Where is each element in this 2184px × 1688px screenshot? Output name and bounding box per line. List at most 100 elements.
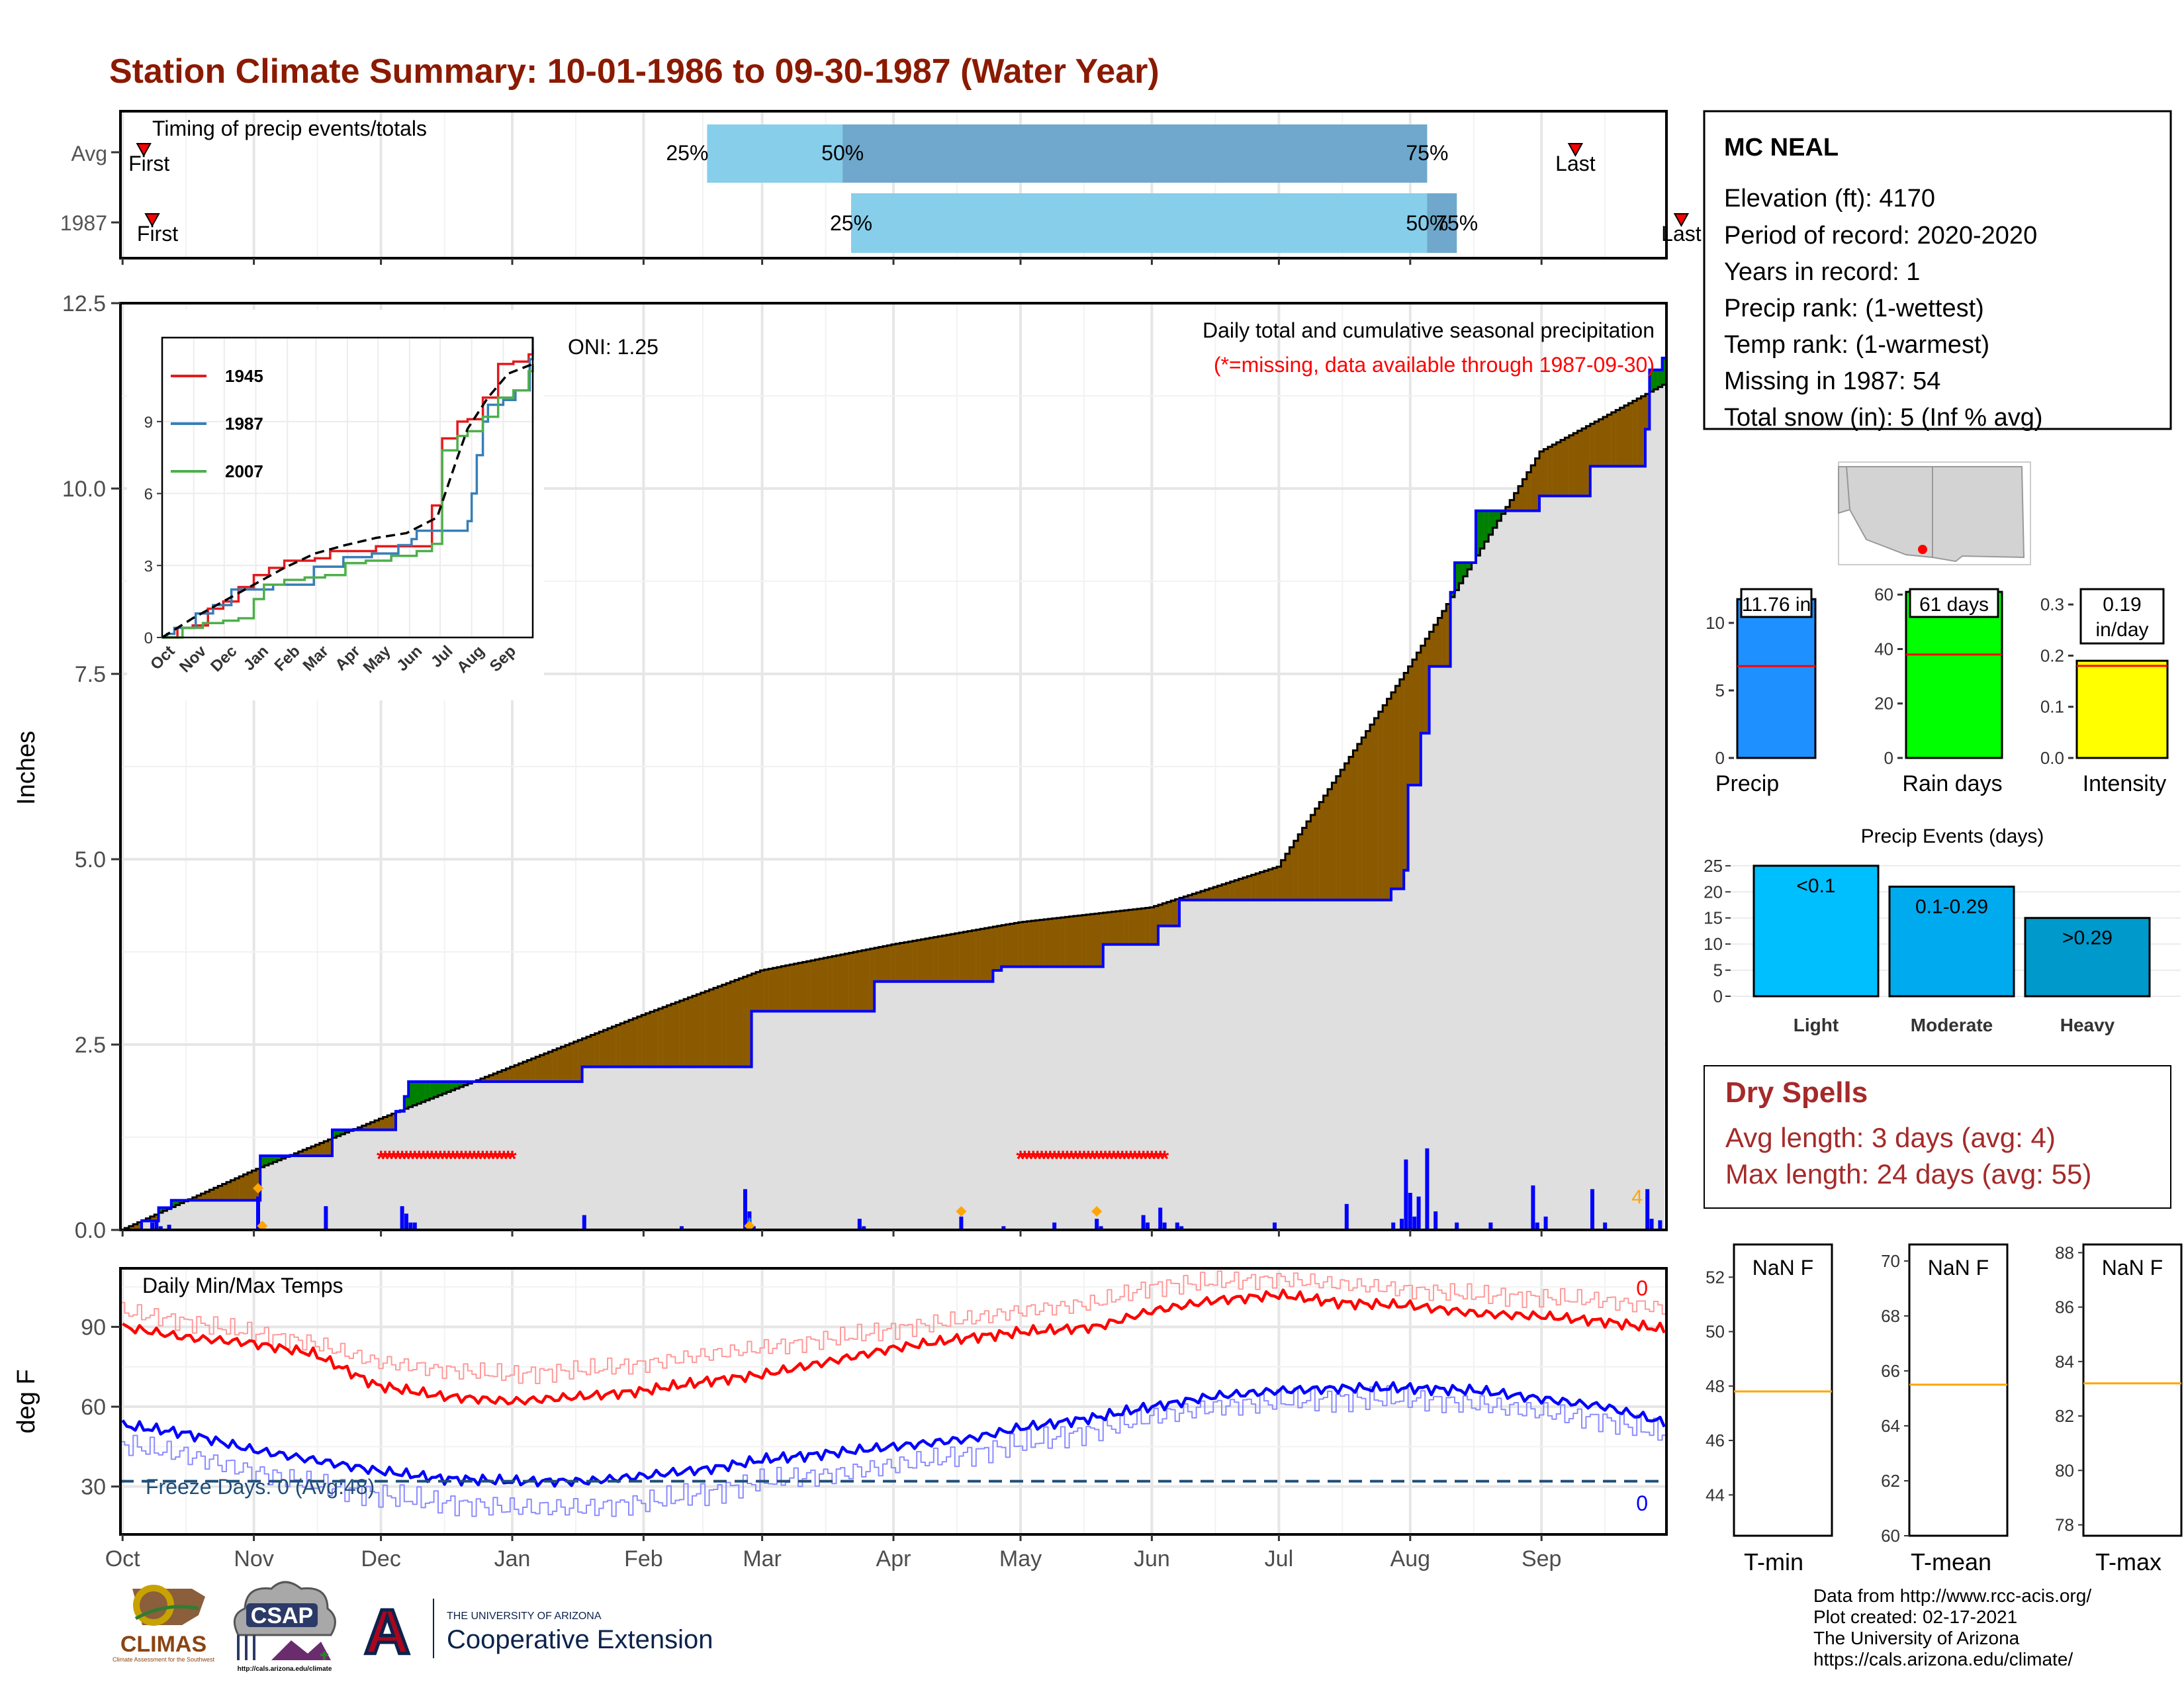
drier-area <box>1208 888 1214 900</box>
drier-area <box>1302 827 1307 900</box>
missing-marker: * <box>1058 1147 1068 1172</box>
drier-area <box>133 1224 138 1230</box>
first-event-label: First <box>137 222 178 246</box>
value-label-box <box>1740 588 1813 618</box>
station-info: MC NEAL Elevation (ft): 4170 Period of r… <box>1703 110 2172 432</box>
y-tick-label: 70 <box>1881 1251 1900 1271</box>
drier-area <box>201 1194 206 1201</box>
missing-marker: * <box>1071 1147 1081 1172</box>
ua-extension-logo[interactable]: A THE UNIVERSITY OF ARIZONA Cooperative … <box>363 1595 713 1669</box>
inset-y-tick-label: 3 <box>144 557 153 575</box>
missing-marker: * <box>1050 1147 1060 1172</box>
quartile-label: 50% <box>821 141 864 165</box>
missing-marker: * <box>1114 1147 1123 1172</box>
drier-area <box>709 989 714 1067</box>
daily-precip-bar <box>582 1215 586 1230</box>
drier-area <box>1374 718 1379 900</box>
drier-area <box>772 968 778 1011</box>
daily-precip-bar <box>862 1226 866 1230</box>
drier-area <box>1132 909 1138 945</box>
drier-area <box>1285 853 1290 900</box>
temp-box-t-mean: 60 62 64 66 68 70 NaN F <box>1881 1243 2009 1546</box>
station-line-missing: Missing in 1987: 54 <box>1724 367 1940 395</box>
drier-area <box>993 926 997 970</box>
wetter-area <box>442 1082 447 1094</box>
climas-logo[interactable]: CLIMAS Climate Assessment for the Southw… <box>113 1585 215 1663</box>
t-mean-xlabel: T-mean <box>1911 1548 1991 1575</box>
missing-marker: * <box>381 1147 390 1172</box>
drier-area <box>522 1062 527 1082</box>
drier-area <box>1632 400 1637 467</box>
drier-area <box>1357 743 1362 900</box>
climas-logo-subtext: Climate Assessment for the Southwest <box>113 1656 215 1663</box>
drier-area <box>717 986 722 1067</box>
drier-area <box>1001 925 1006 967</box>
wetter-area <box>421 1082 426 1102</box>
y-tick-label: 0 <box>1713 986 1723 1006</box>
inset-frame <box>161 336 534 639</box>
drier-area <box>1234 880 1239 900</box>
drier-area <box>1136 908 1142 945</box>
drier-area <box>328 1139 333 1156</box>
temp-box-t-max: 78 80 82 84 86 88 NaN F <box>2055 1243 2183 1537</box>
dry-spells-title: Dry Spells <box>1725 1076 1868 1109</box>
drier-area <box>649 1011 655 1067</box>
drier-area <box>794 963 799 1011</box>
precip-y-label: Inches <box>13 731 40 805</box>
missing-marker: * <box>474 1147 483 1172</box>
daily-precip-bar <box>1158 1207 1163 1230</box>
drier-area <box>1171 900 1175 926</box>
drier-area <box>1018 922 1023 967</box>
drier-area <box>569 1043 574 1082</box>
missing-marker: * <box>406 1147 416 1172</box>
drier-area <box>1420 645 1426 733</box>
drier-area <box>497 1072 502 1082</box>
drier-area <box>518 1063 523 1082</box>
drier-area <box>624 1021 629 1067</box>
daily-precip-bar <box>167 1225 171 1230</box>
wetter-area <box>408 1082 413 1107</box>
missing-marker: * <box>1024 1147 1034 1172</box>
drier-area <box>768 968 773 1011</box>
drier-area <box>700 992 705 1067</box>
missing-marker: * <box>1139 1147 1148 1172</box>
wetter-area <box>264 1156 269 1166</box>
drier-area <box>1433 624 1438 667</box>
daily-precip-bar <box>1658 1220 1662 1230</box>
drier-area <box>917 940 921 982</box>
missing-marker: * <box>436 1147 445 1172</box>
summary-bar-rain-days: 0 20 40 60 61 days <box>1874 585 2003 768</box>
drier-area <box>1094 914 1099 967</box>
inset-series-1945 <box>162 350 534 639</box>
drier-area <box>1569 435 1574 496</box>
value-label: 11.76 in <box>1742 594 1811 616</box>
drier-area <box>234 1178 240 1201</box>
drier-area <box>637 1016 642 1067</box>
wetter-area <box>455 1082 460 1089</box>
x-tick-label: Jan <box>494 1546 531 1571</box>
missing-marker: * <box>1130 1147 1140 1172</box>
wetter-area <box>437 1082 443 1096</box>
value-label: 0.19 <box>2103 594 2141 616</box>
missing-marker: * <box>432 1147 441 1172</box>
daily-precip-bar <box>1416 1196 1421 1230</box>
drier-area <box>1306 821 1311 900</box>
drier-area <box>844 953 849 1011</box>
missing-marker: * <box>1054 1147 1064 1172</box>
csap-logo[interactable]: CSAP http://cals.arizona.edu/climate <box>233 1581 336 1673</box>
missing-marker: * <box>1067 1147 1076 1172</box>
drier-area <box>1052 918 1057 967</box>
daily-precip-bar <box>1162 1222 1167 1230</box>
drier-area <box>1030 921 1036 967</box>
drier-area <box>1230 881 1235 900</box>
drier-area <box>1623 405 1629 467</box>
drier-area <box>1353 750 1357 900</box>
daily-precip-bar <box>1433 1211 1438 1230</box>
dry-spells-avg: Avg length: 3 days (avg: 4) <box>1725 1122 2056 1153</box>
precip-events-chart: Precip Events (days) 0 5 10 15 20 25 <0.1 Light… <box>1704 825 2181 1035</box>
missing-marker: * <box>394 1147 403 1172</box>
drier-area <box>1560 440 1565 496</box>
y-tick-label: 66 <box>1881 1361 1900 1381</box>
drier-area <box>488 1075 494 1082</box>
wetter-area <box>340 1129 345 1135</box>
